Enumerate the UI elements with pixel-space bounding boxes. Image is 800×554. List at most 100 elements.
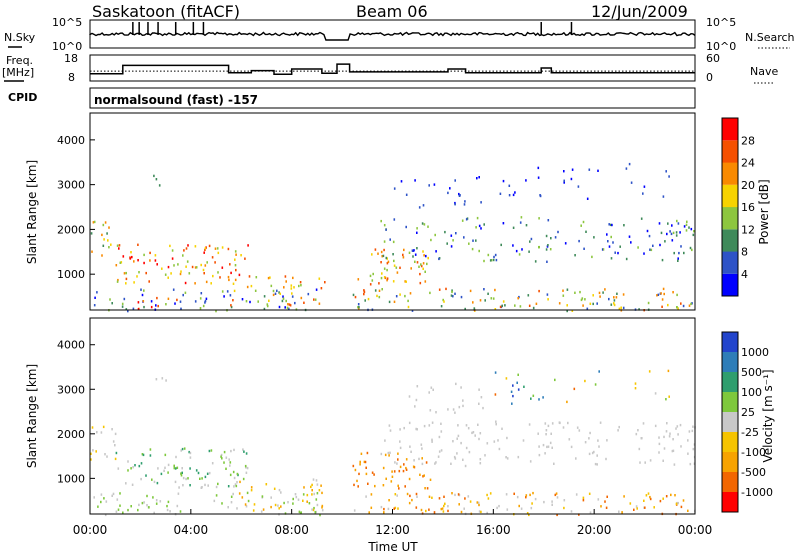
velocity-cell-514: [431, 438, 433, 441]
power-cell-111: [195, 266, 198, 269]
velocity-cell-506: [547, 445, 550, 448]
velocity-cell-594: [680, 445, 682, 448]
velocity-cell-354: [370, 493, 373, 496]
power-cell-293: [586, 307, 589, 310]
velocity-ytick-label-1: 2000: [57, 428, 85, 441]
power-cell-99: [203, 251, 205, 254]
power-cell-352: [562, 294, 565, 297]
power-cell-35: [172, 288, 175, 291]
power-cell-2: [108, 246, 110, 249]
velocity-cell-508: [506, 436, 508, 440]
velocity-cell-549: [429, 409, 432, 412]
velocity-cell-68: [319, 513, 321, 517]
power-cell-13: [101, 254, 103, 257]
power-cell-166: [221, 246, 224, 249]
velocity-cell-150: [230, 449, 232, 453]
velocity-cell-7: [114, 444, 116, 447]
power-cell-17: [96, 291, 98, 294]
power-cell-514: [529, 240, 531, 243]
power-cell-384: [492, 297, 495, 300]
power-heatmap-cells: [90, 162, 695, 313]
velocity-cell-249: [393, 470, 396, 473]
velocity-cell-360: [588, 492, 591, 495]
power-cell-48: [199, 307, 202, 310]
velocity-cell-193: [315, 479, 318, 482]
power-cell-301: [599, 295, 601, 298]
power-cell-270: [383, 248, 385, 252]
power-cell-28: [202, 304, 205, 308]
power-cell-548: [418, 206, 421, 209]
power-cell-193: [300, 296, 303, 300]
power-cell-521: [405, 225, 407, 229]
power-cell-481: [658, 222, 661, 225]
power-cell-539: [446, 242, 448, 245]
power-cell-495: [475, 226, 477, 229]
power-colorbar-tick-5: 24: [741, 157, 755, 170]
velocity-cell-25: [103, 497, 105, 500]
power-cell-146: [184, 281, 187, 285]
velocity-cell-309: [486, 493, 488, 497]
velocity-cell-24: [111, 494, 113, 497]
velocity-cell-0: [114, 432, 117, 436]
velocity-cell-477: [576, 426, 579, 429]
power-colorbar-label: Power [dB]: [757, 179, 771, 244]
velocity-cell-538: [506, 457, 509, 460]
power-cell-595: [667, 222, 669, 225]
velocity-cell-415: [420, 443, 423, 446]
velocity-cell-67: [227, 506, 229, 509]
power-cell-207: [272, 293, 275, 297]
power-cell-501: [385, 256, 388, 260]
velocity-cell-325: [659, 499, 662, 503]
velocity-cell-199: [241, 496, 244, 499]
power-cell-401: [680, 302, 682, 305]
velocity-cell-227: [405, 466, 407, 470]
power-cell-135: [130, 251, 132, 254]
velocity-colorbar: 1000 500 100 25 -25 -100 -500 -1000: [721, 331, 773, 513]
power-cell-261: [420, 264, 423, 268]
velocity-cell-560: [415, 398, 418, 402]
power-cell-90: [170, 272, 172, 275]
velocity-cell-461: [457, 434, 460, 438]
velocity-cell-553: [478, 388, 480, 391]
power-cell-574: [499, 192, 502, 195]
power-cell-27: [282, 295, 284, 298]
power-ytick-label-2: 3000: [57, 179, 85, 192]
power-cell-19: [125, 308, 128, 311]
power-cell-247: [371, 253, 373, 256]
power-cell-565: [422, 204, 425, 207]
velocity-cell-520: [415, 427, 417, 431]
power-cell-38: [241, 298, 244, 301]
power-cell-388: [660, 292, 662, 295]
power-cell-342: [494, 308, 497, 311]
velocity-cell-105: [183, 447, 186, 450]
velocity-cell-198: [280, 505, 282, 508]
power-cell-117: [161, 267, 163, 270]
velocity-cell-501: [550, 432, 552, 435]
power-cell-554: [405, 193, 408, 196]
velocity-cell-605: [676, 425, 679, 428]
velocity-cell-216: [278, 488, 281, 492]
velocity-cell-78: [260, 510, 263, 513]
power-cell-199: [324, 281, 326, 284]
power-cell-365: [469, 289, 472, 293]
time-xlabel: Time UT: [367, 540, 418, 554]
velocity-cell-528: [495, 423, 497, 426]
power-cell-18: [291, 295, 294, 298]
velocity-colorbar-swatch-7: [722, 472, 738, 492]
power-cell-303: [527, 294, 530, 297]
velocity-colorbar-frame: [721, 331, 739, 513]
velocity-cell-582: [505, 377, 508, 380]
freq-label-line2: [MHz]: [2, 66, 34, 79]
power-cell-546: [478, 176, 480, 179]
velocity-cell-117: [195, 469, 198, 472]
velocity-cell-142: [223, 461, 225, 464]
power-cell-271: [383, 267, 386, 270]
velocity-cell-129: [234, 483, 237, 486]
power-cell-179: [150, 305, 153, 309]
velocity-cell-228: [363, 460, 366, 464]
power-cell-3: [91, 250, 93, 253]
power-ytick-label-3: 4000: [57, 134, 85, 147]
velocity-cell-465: [486, 442, 489, 445]
power-cell-15: [274, 292, 277, 295]
velocity-cell-169: [210, 449, 213, 452]
